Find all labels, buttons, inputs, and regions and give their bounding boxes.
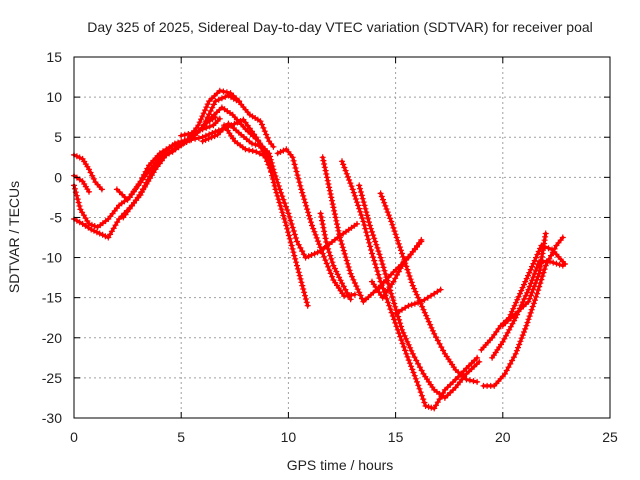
x-tick-label: 10 — [281, 429, 297, 445]
y-tick-label: 0 — [54, 169, 62, 185]
series-line — [276, 147, 357, 298]
series-markers — [120, 92, 277, 221]
series-arc2 — [71, 116, 311, 309]
y-tick-label: 5 — [54, 129, 62, 145]
series-markers — [274, 146, 358, 300]
series-arc17 — [377, 190, 481, 385]
x-tick-label: 15 — [388, 429, 404, 445]
series-arc18 — [392, 286, 444, 317]
series-markers — [206, 104, 275, 174]
series-markers — [199, 120, 360, 261]
y-tick-label: -5 — [50, 209, 63, 225]
series-arc5 — [113, 87, 243, 203]
y-tick-label: 15 — [46, 49, 62, 65]
series-arc21 — [480, 234, 566, 389]
series-arc14 — [339, 158, 481, 412]
series-markers — [113, 87, 243, 203]
x-tick-label: 5 — [177, 429, 185, 445]
series-markers — [356, 182, 483, 401]
series-line — [379, 191, 479, 384]
tick-layer: 0 5 10 15 20 25 15 10 5 0 -5 -10 -15 -20 -25 -30 — [42, 49, 618, 445]
series-markers — [221, 122, 270, 161]
y-tick-label: 10 — [46, 89, 62, 105]
series-arc8 — [199, 120, 360, 261]
series-markers — [317, 210, 354, 303]
series-arc15 — [356, 182, 483, 401]
x-tick-label: 25 — [602, 429, 618, 445]
series-markers — [480, 234, 566, 389]
x-axis-label: GPS time / hours — [287, 457, 394, 473]
series-markers — [178, 115, 223, 139]
plot-frame — [73, 56, 611, 419]
series-arc9 — [206, 104, 275, 174]
trace-layer — [71, 87, 568, 412]
series-line — [481, 235, 565, 388]
series-markers — [392, 286, 444, 317]
x-tick-label: 20 — [495, 429, 511, 445]
series-markers — [339, 158, 481, 412]
y-tick-label: -25 — [42, 370, 62, 386]
x-tick-label: 0 — [70, 429, 78, 445]
series-arc6 — [120, 92, 277, 221]
y-axis-label: SDTVAR / TECUs — [6, 181, 22, 293]
series-arc7 — [178, 115, 223, 139]
series-arc22 — [499, 230, 549, 329]
series-arc10 — [221, 122, 270, 161]
series-line — [121, 93, 275, 219]
series-arc12 — [317, 210, 354, 303]
series-arc11 — [274, 146, 358, 300]
chart-title: Day 325 of 2025, Sidereal Day-to-day VTE… — [87, 19, 593, 35]
y-tick-label: -15 — [42, 290, 62, 306]
y-tick-label: -20 — [42, 330, 62, 346]
series-markers — [499, 230, 549, 329]
series-markers — [377, 190, 481, 385]
y-tick-label: -30 — [42, 410, 62, 426]
y-tick-label: -10 — [42, 250, 62, 266]
series-markers — [71, 116, 311, 309]
